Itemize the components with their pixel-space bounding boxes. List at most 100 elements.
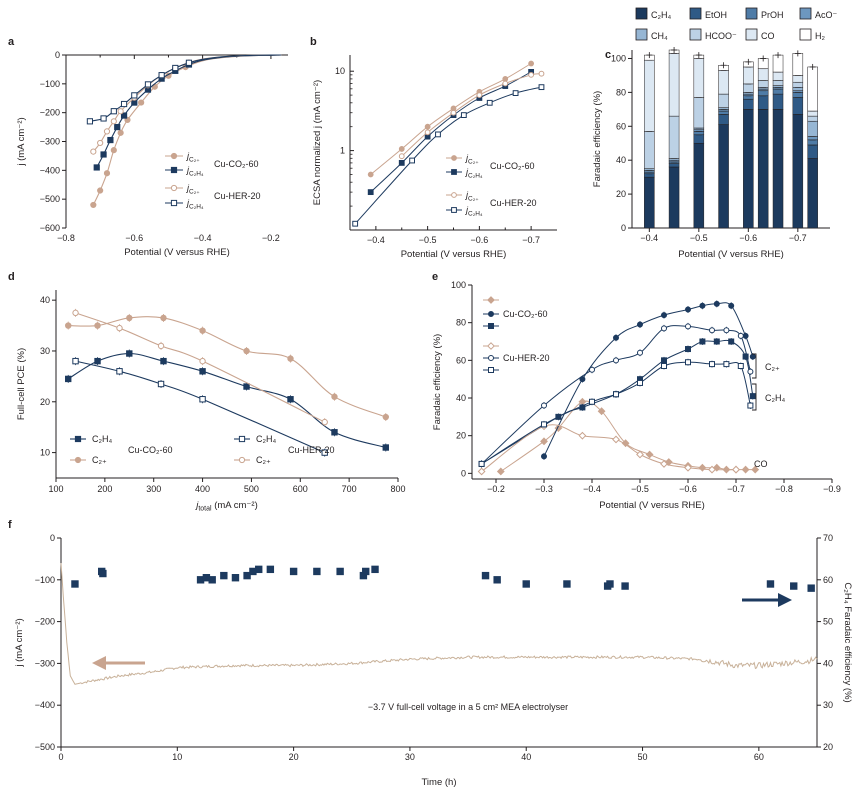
data-point <box>478 460 485 467</box>
data-point <box>110 147 117 154</box>
x-axis-label: jtotal (mA cm⁻²) <box>194 500 258 513</box>
data-point <box>554 424 563 433</box>
y-tick-label: 100 <box>611 53 626 63</box>
legend-label: jC₂H₄ <box>186 165 204 178</box>
data-point <box>90 148 97 155</box>
data-point <box>382 413 389 421</box>
y-tick-label: 0 <box>461 468 466 478</box>
data-point <box>741 465 750 474</box>
bar-segment <box>772 80 784 86</box>
y-tick-label: 20 <box>456 431 466 441</box>
bar-segment <box>743 95 754 100</box>
legend-label: C₂H₄ <box>256 434 276 444</box>
data-point <box>502 76 509 82</box>
y-axis-label: ECSA normalized j (mA cm⁻²) <box>312 80 323 205</box>
bar-segment <box>644 176 655 229</box>
data-point <box>699 302 706 309</box>
data-point <box>287 355 294 362</box>
data-point <box>450 109 457 116</box>
bar-segment <box>792 97 804 115</box>
bar-segment <box>718 114 729 125</box>
data-point <box>157 342 165 350</box>
legend-label: jC₂₊ <box>465 190 479 203</box>
legend-swatch <box>635 7 648 20</box>
fe-point <box>231 574 240 582</box>
data-point <box>709 361 715 368</box>
arrow-left-head <box>92 656 106 670</box>
data-point <box>645 450 654 459</box>
data-point <box>749 393 756 400</box>
y-tick-label: 80 <box>456 318 466 328</box>
x-tick-label: −0.3 <box>535 484 553 494</box>
data-point <box>661 325 667 332</box>
y-tick-label: 40 <box>40 295 50 305</box>
legend-group: Cu-CO₂-60 <box>503 309 548 319</box>
y-tick-label: 10 <box>335 66 345 76</box>
y-tick-label: 40 <box>616 155 626 165</box>
data-point <box>398 146 405 152</box>
bar-segment <box>757 80 769 88</box>
data-point <box>496 467 505 476</box>
data-point <box>538 84 545 91</box>
data-point <box>685 346 691 353</box>
bar-segment <box>792 87 804 91</box>
y2-tick-label: 20 <box>823 742 833 752</box>
bar-segment <box>693 131 705 136</box>
bar-segment <box>718 124 729 229</box>
bar-segment <box>757 95 769 110</box>
x-tick-label: 20 <box>289 752 299 762</box>
legend-marker <box>170 152 178 160</box>
data-point <box>685 306 691 313</box>
x-tick-label: −0.4 <box>194 233 212 243</box>
data-point <box>685 323 691 330</box>
x-tick-label: −0.7 <box>789 233 807 243</box>
bar-segment <box>743 98 754 110</box>
data-point <box>737 362 744 369</box>
annotation-c2: C₂₊ <box>765 362 780 372</box>
data-point <box>541 421 547 428</box>
x-tick-label: −0.2 <box>487 484 505 494</box>
bar-segment <box>807 110 818 117</box>
x-axis-label: Potential (V versus RHE) <box>124 247 230 258</box>
data-point <box>613 391 619 398</box>
series-line <box>481 361 751 465</box>
legend-swatch <box>635 28 648 41</box>
data-point <box>144 81 152 88</box>
legend-group: Cu-CO₂-60 <box>214 159 259 169</box>
data-point <box>708 465 716 474</box>
data-point <box>685 359 691 366</box>
y-tick-label: −600 <box>40 223 60 233</box>
bar-segment <box>693 58 705 98</box>
panel-e: e −0.2 −0.3 −0.4 −0.5 −0.6 −0.7 −0.8 −0.9 0 20 40 60… <box>432 271 841 511</box>
legend-marker <box>451 169 457 175</box>
series-line <box>481 424 737 472</box>
legend-marker <box>451 207 457 213</box>
y2-tick-label: 60 <box>823 575 833 585</box>
x-tick-label: 500 <box>244 484 259 494</box>
data-point <box>742 332 749 339</box>
panel-letter: a <box>8 36 15 48</box>
data-point <box>477 467 486 476</box>
bracket <box>752 383 757 411</box>
data-point <box>172 64 179 72</box>
x-axis-label: Potential (V versus RHE) <box>678 249 784 260</box>
bar-segment <box>644 131 655 169</box>
data-point <box>367 171 374 178</box>
x-tick-label: 700 <box>342 484 357 494</box>
fe-point <box>606 580 614 588</box>
legend-label: jC₂₊ <box>465 153 479 166</box>
fe-point <box>807 584 815 592</box>
legend-marker <box>488 311 494 317</box>
data-point <box>199 357 206 365</box>
x-tick-label: −0.8 <box>775 484 793 494</box>
x-tick-label: 30 <box>405 752 415 762</box>
data-point <box>243 383 250 390</box>
data-point <box>126 350 133 357</box>
data-point <box>460 112 467 119</box>
y-tick-label: 60 <box>616 121 626 131</box>
data-point <box>199 327 206 334</box>
bar-segment <box>792 92 804 98</box>
data-point <box>65 322 72 329</box>
data-point <box>158 72 165 79</box>
